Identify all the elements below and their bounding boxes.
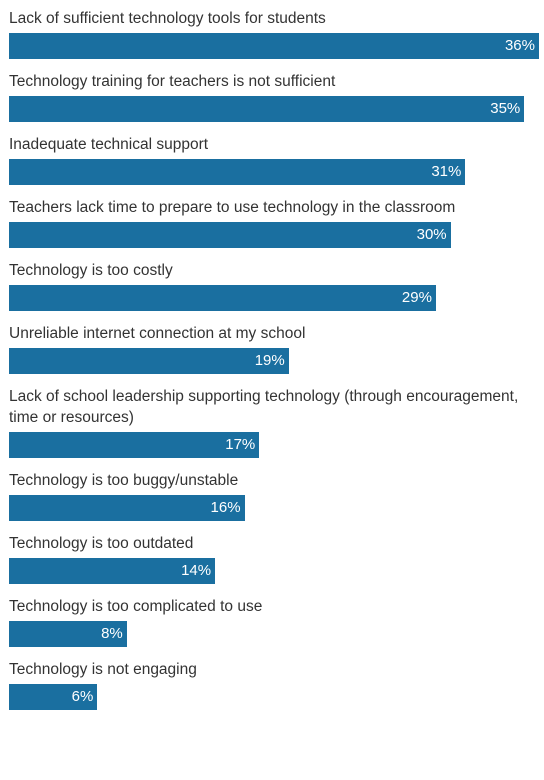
bar-value-label: 29%: [401, 289, 432, 306]
bar-value-label: 6%: [71, 688, 94, 705]
bar: 19%: [9, 348, 289, 374]
bar-value-label: 8%: [101, 625, 123, 642]
category-label: Teachers lack time to prepare to use tec…: [9, 199, 456, 216]
bar: 16%: [9, 495, 245, 521]
bar: 6%: [9, 684, 98, 710]
category-label: Lack of sufficient technology tools for …: [9, 10, 326, 27]
category-label: Technology training for teachers is not …: [9, 73, 336, 90]
category-label: Unreliable internet connection at my sch…: [9, 325, 306, 342]
bar: 35%: [9, 96, 525, 122]
category-label: Technology is too complicated to use: [9, 598, 263, 615]
bar-value-label: 36%: [504, 37, 535, 54]
bar-value-label: 31%: [431, 163, 462, 180]
bar: 31%: [9, 159, 466, 185]
bar-value-label: 35%: [490, 100, 521, 117]
bar-value-label: 19%: [254, 352, 285, 369]
bar-value-label: 14%: [181, 562, 212, 579]
bar: 14%: [9, 558, 216, 584]
bar-value-label: 17%: [225, 436, 256, 453]
category-label: Inadequate technical support: [9, 136, 209, 153]
bar: 30%: [9, 222, 451, 248]
bar: 17%: [9, 432, 260, 458]
category-label: Lack of school leadership supporting tec…: [9, 388, 519, 426]
bar-value-label: 16%: [210, 499, 241, 516]
bar: 8%: [9, 621, 127, 647]
category-label: Technology is too outdated: [9, 535, 194, 552]
category-label: Technology is not engaging: [9, 661, 197, 678]
bar: 36%: [9, 33, 539, 59]
category-label: Technology is too buggy/unstable: [9, 472, 239, 489]
bar: 29%: [9, 285, 436, 311]
category-label: Technology is too costly: [9, 262, 173, 279]
bar-value-label: 30%: [416, 226, 447, 243]
